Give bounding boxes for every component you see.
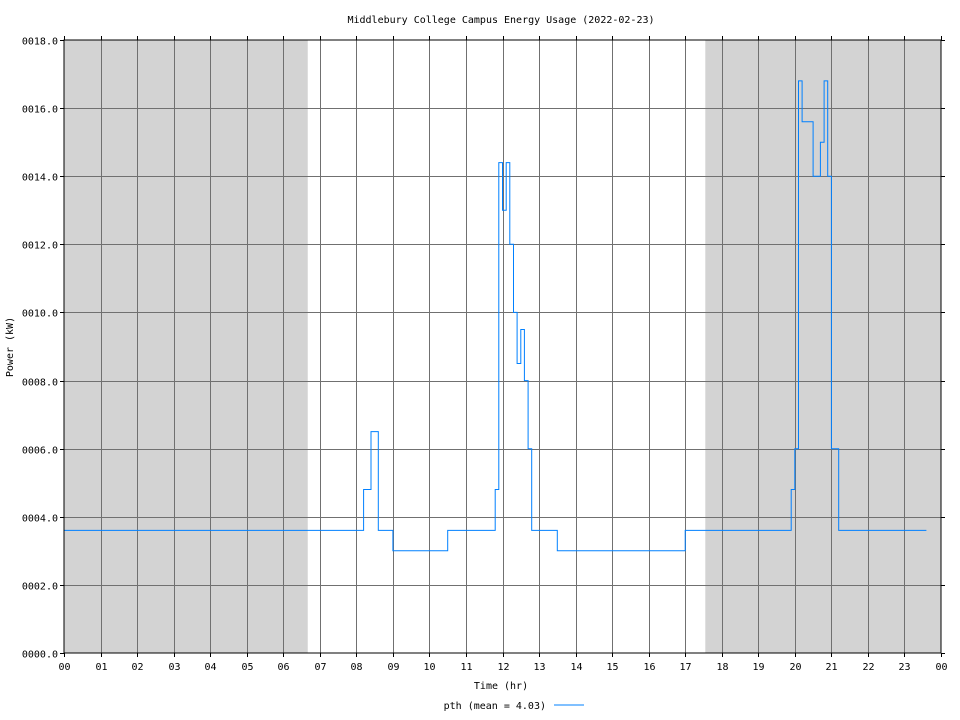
y-axis-label: Power (kW) [5, 317, 16, 377]
x-tick-label: 01 [95, 662, 107, 673]
x-tick-label: 14 [570, 662, 582, 673]
x-tick-label: 09 [387, 662, 399, 673]
x-tick-label: 15 [606, 662, 618, 673]
plot-frame [63, 39, 942, 654]
x-tick-label: 23 [898, 662, 910, 673]
x-tick-label: 22 [862, 662, 874, 673]
x-tick-label: 00 [935, 662, 947, 673]
x-tick-label: 08 [350, 662, 362, 673]
x-tick-label: 17 [679, 662, 691, 673]
x-tick-label: 11 [460, 662, 472, 673]
y-tick-label: 0002.0 [22, 582, 58, 593]
y-tick-label: 0018.0 [22, 37, 58, 48]
x-tick-label: 06 [277, 662, 289, 673]
x-tick-label: 16 [643, 662, 655, 673]
series-line-pth [64, 80, 927, 552]
y-tick-label: 0006.0 [22, 446, 58, 457]
axis-ticks: 00 01 02 03 04 05 06 07 08 09 10 11 12 13 14 15 16 17 18 19… [22, 36, 948, 673]
chart-title: Middlebury College Campus Energy Usage (… [347, 15, 654, 26]
x-tick-label: 04 [204, 662, 216, 673]
x-tick-label: 03 [168, 662, 180, 673]
legend-label: pth (mean = 4.03) [444, 701, 546, 712]
x-tick-label: 00 [58, 662, 70, 673]
y-tick-label: 0016.0 [22, 105, 58, 116]
x-tick-label: 07 [314, 662, 326, 673]
x-axis-label: Time (hr) [474, 681, 528, 692]
y-tick-label: 0000.0 [22, 650, 58, 661]
x-tick-label: 19 [752, 662, 764, 673]
x-tick-label: 02 [131, 662, 143, 673]
series-layer [64, 80, 927, 552]
y-tick-label: 0014.0 [22, 173, 58, 184]
x-tick-label: 10 [423, 662, 435, 673]
shaded-region-0 [64, 40, 308, 653]
y-tick-label: 0004.0 [22, 514, 58, 525]
x-tick-label: 05 [241, 662, 253, 673]
x-tick-label: 12 [497, 662, 509, 673]
legend: pth (mean = 4.03) [444, 701, 584, 712]
y-tick-label: 0010.0 [22, 309, 58, 320]
y-tick-label: 0008.0 [22, 378, 58, 389]
x-tick-label: 20 [789, 662, 801, 673]
shaded-region-1 [705, 40, 941, 653]
y-tick-label: 0012.0 [22, 241, 58, 252]
x-tick-label: 21 [825, 662, 837, 673]
x-tick-label: 13 [533, 662, 545, 673]
off-hours-shading [64, 40, 941, 653]
x-tick-label: 18 [716, 662, 728, 673]
